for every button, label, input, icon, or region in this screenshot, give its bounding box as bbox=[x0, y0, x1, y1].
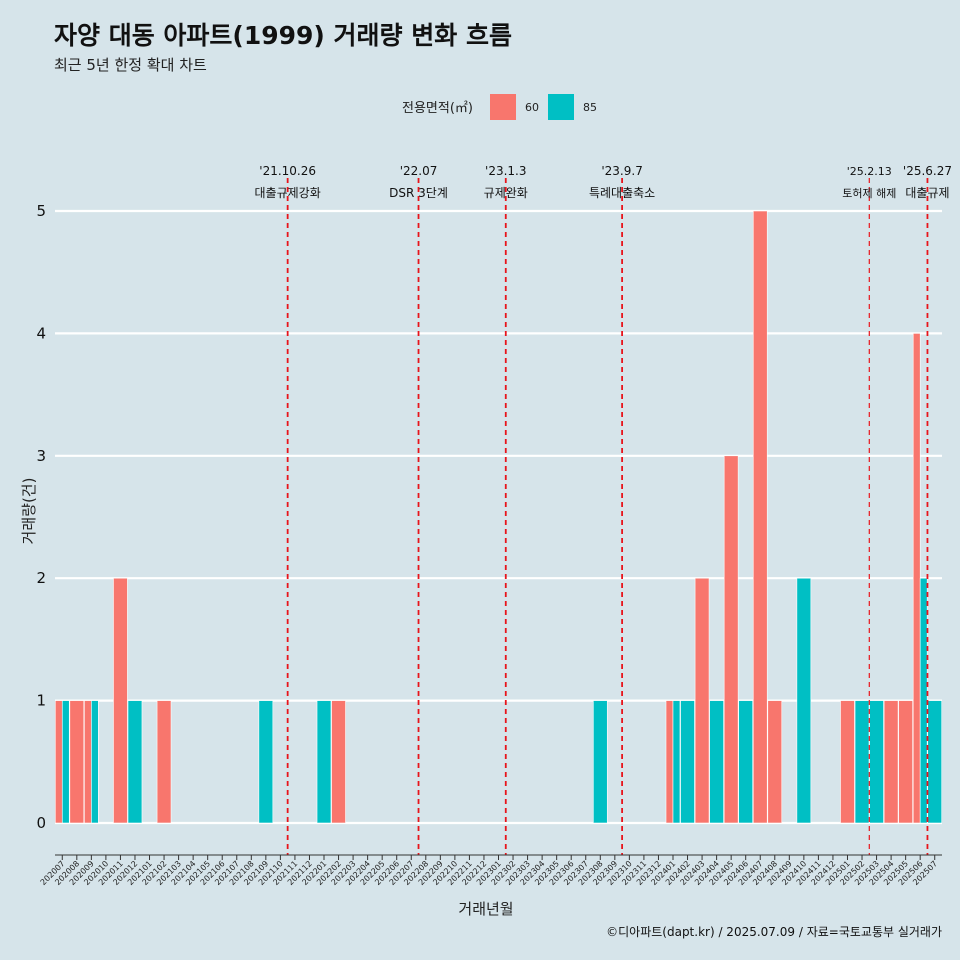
grid-lines bbox=[55, 209, 942, 825]
bar-60-202202 bbox=[331, 700, 346, 824]
legend: 전용면적(㎡) 60 85 bbox=[402, 94, 597, 120]
bar-85-202201 bbox=[316, 700, 332, 824]
bar-60-202407 bbox=[752, 210, 768, 824]
bar-60-202501 bbox=[840, 700, 855, 824]
x-axis: 2020072020082020092020102020112020122021… bbox=[39, 854, 942, 887]
event-name-label: 특례대출축소 bbox=[589, 186, 655, 200]
bar-85-202402 bbox=[680, 700, 695, 824]
y-tick-label: 5 bbox=[36, 202, 46, 220]
bar-85-202506 bbox=[919, 577, 928, 824]
legend-label-60: 60 bbox=[525, 101, 539, 114]
bar-60-202403 bbox=[694, 577, 710, 824]
event-name-label: 대출규제강화 bbox=[255, 186, 321, 200]
bar-85-202406 bbox=[738, 700, 753, 824]
bar-85-202404 bbox=[709, 700, 724, 824]
event-name-label: 규제완화 bbox=[484, 186, 528, 200]
legend-swatch-60 bbox=[490, 94, 516, 120]
caption: ©디아파트(dapt.kr) / 2025.07.09 / 자료=국토교통부 실… bbox=[606, 925, 942, 939]
bar-60-202008 bbox=[69, 700, 85, 824]
event-date-label: '25.6.27 bbox=[903, 164, 952, 178]
bar-85-202009 bbox=[91, 700, 99, 824]
legend-swatch-85 bbox=[548, 94, 574, 120]
y-axis-label: 거래량(건) bbox=[20, 478, 38, 545]
event-date-label: '21.10.26 bbox=[259, 164, 316, 178]
bar-60-202408 bbox=[767, 700, 783, 824]
event-name-label: DSR 3단계 bbox=[389, 186, 448, 200]
x-axis-label: 거래년월 bbox=[458, 900, 513, 918]
event-name-label: 토허제 해제 bbox=[842, 186, 896, 200]
event-date-label: '22.07 bbox=[400, 164, 438, 178]
bar-85-202410 bbox=[796, 577, 812, 824]
bar-85-202109 bbox=[258, 700, 274, 824]
bar-85-202503 bbox=[869, 700, 884, 824]
bars bbox=[54, 210, 943, 824]
bar-60-202102 bbox=[156, 700, 172, 824]
y-tick-label: 4 bbox=[36, 324, 46, 342]
event-date-label: '23.1.3 bbox=[485, 164, 526, 178]
bar-60-202011 bbox=[113, 577, 128, 824]
bar-85-202308 bbox=[593, 700, 608, 824]
y-tick-label: 1 bbox=[36, 692, 46, 710]
bar-85-202012 bbox=[127, 700, 143, 824]
bar-60-202009 bbox=[84, 700, 92, 824]
page-subtitle: 최근 5년 한정 확대 차트 bbox=[54, 56, 207, 74]
event-markers: '21.10.26 대출규제강화 '22.07 DSR 3단계 '23.1.3 규제완화 '… bbox=[255, 164, 952, 855]
page-title: 자양 대동 아파트(1999) 거래량 변화 흐름 bbox=[54, 21, 512, 50]
bar-60-202401 bbox=[665, 700, 674, 824]
bar-85-202401 bbox=[672, 700, 681, 824]
bar-85-202507 bbox=[927, 700, 943, 824]
bar-60-202506 bbox=[912, 333, 921, 824]
bar-60-202504 bbox=[883, 700, 899, 824]
y-tick-label: 0 bbox=[36, 814, 46, 832]
legend-title: 전용면적(㎡) bbox=[402, 101, 473, 116]
event-name-label: 대출규제 bbox=[905, 186, 949, 200]
y-axis: 0 1 2 3 4 5 bbox=[36, 202, 46, 832]
bar-60-202405 bbox=[723, 455, 739, 824]
y-tick-label: 3 bbox=[36, 447, 46, 465]
legend-label-85: 85 bbox=[583, 101, 597, 114]
bar-60-202007 bbox=[54, 700, 63, 824]
event-date-label: '25.2.13 bbox=[847, 165, 892, 178]
bar-85-202502 bbox=[854, 700, 870, 824]
y-tick-label: 2 bbox=[36, 569, 46, 587]
event-date-label: '23.9.7 bbox=[601, 164, 642, 178]
bar-85-202007 bbox=[61, 700, 70, 824]
bar-60-202505 bbox=[898, 700, 913, 824]
